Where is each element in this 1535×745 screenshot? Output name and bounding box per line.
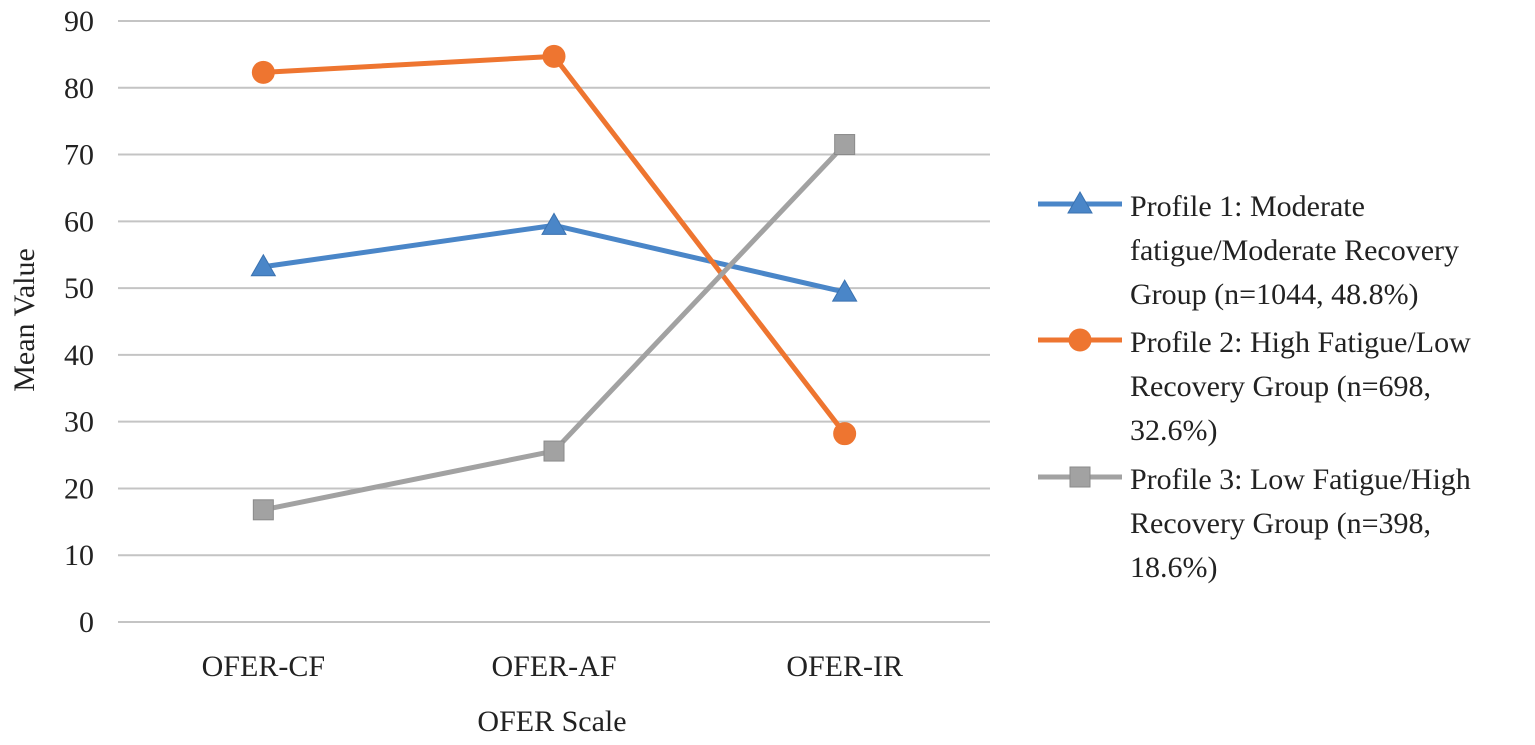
y-tick-label: 40 (64, 339, 94, 372)
legend-item-1: Profile 1: Moderate fatigue/Moderate Reco… (1038, 190, 1459, 311)
data-point-series-3 (252, 499, 274, 521)
legend-label: Profile 1: Moderate (1130, 190, 1365, 223)
legend-label: Group (n=1044, 48.8%) (1130, 278, 1419, 311)
legend-label: Profile 3: Low Fatigue/High (1130, 463, 1471, 496)
legend-label: Profile 2: High Fatigue/Low (1130, 326, 1471, 359)
data-point-series-2 (542, 44, 566, 68)
data-point-series-1 (250, 253, 277, 277)
y-tick-label: 20 (64, 472, 94, 505)
y-axis-title: Mean Value (8, 248, 41, 392)
data-point-series-1 (541, 212, 567, 235)
y-tick-label: 50 (64, 272, 94, 305)
data-point-series-1 (831, 279, 858, 302)
series-markers (250, 44, 858, 521)
gridlines (118, 20, 990, 623)
legend-marker-swatch (1067, 190, 1093, 214)
data-point-series-3 (543, 440, 565, 462)
y-tick-label: 90 (64, 5, 94, 38)
x-tick-label: OFER-CF (202, 650, 325, 683)
y-tick-label: 30 (64, 406, 94, 439)
legend-label: fatigue/Moderate Recovery (1130, 234, 1459, 267)
legend-label: Recovery Group (n=698, (1130, 370, 1431, 403)
y-tick-label: 0 (79, 606, 94, 639)
data-point-series-2 (833, 422, 857, 446)
y-tick-label: 80 (64, 72, 94, 105)
legend: Profile 1: Moderate fatigue/Moderate Reco… (1038, 190, 1471, 584)
x-tick-label: OFER-IR (786, 650, 903, 683)
y-tick-label: 10 (64, 539, 94, 572)
y-axis-ticks: 0 10 20 30 40 50 60 70 80 90 (64, 5, 94, 639)
legend-marker-swatch (1069, 466, 1091, 488)
y-tick-label: 60 (64, 205, 94, 238)
legend-item-2: Profile 2: High Fatigue/Low Recovery Grou… (1038, 326, 1471, 447)
legend-label: 32.6%) (1130, 414, 1217, 447)
x-tick-label: OFER-AF (491, 650, 616, 683)
y-tick-label: 70 (64, 139, 94, 172)
x-axis-ticks: OFER-CF OFER-AF OFER-IR (202, 650, 903, 683)
legend-label: 18.6%) (1130, 551, 1217, 584)
legend-label: Recovery Group (n=398, (1130, 507, 1431, 540)
series-line-2 (260, 53, 848, 437)
data-point-series-2 (251, 60, 275, 84)
x-axis-title: OFER Scale (477, 705, 626, 738)
data-point-series-3 (834, 134, 856, 156)
legend-marker-swatch (1068, 328, 1092, 352)
legend-item-3: Profile 3: Low Fatigue/High Recovery Grou… (1038, 463, 1471, 584)
